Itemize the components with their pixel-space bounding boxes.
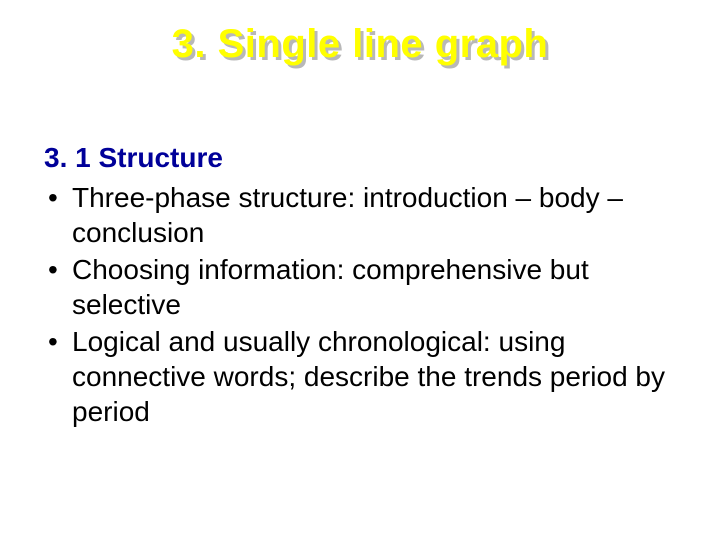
list-item: • Logical and usually chronological: usi…: [44, 324, 676, 429]
list-item: • Three-phase structure: introduction – …: [44, 180, 676, 250]
bullet-marker: •: [48, 252, 58, 287]
slide: 3. Single line graph 3. 1 Structure • Th…: [0, 0, 720, 540]
section-heading: 3. 1 Structure: [44, 142, 223, 174]
bullet-marker: •: [48, 180, 58, 215]
list-item: • Choosing information: comprehensive bu…: [44, 252, 676, 322]
slide-title: 3. Single line graph: [0, 22, 720, 67]
bullet-list: • Three-phase structure: introduction – …: [44, 180, 676, 431]
bullet-marker: •: [48, 324, 58, 359]
list-item-text: Three-phase structure: introduction – bo…: [72, 182, 623, 248]
list-item-text: Choosing information: comprehensive but …: [72, 254, 589, 320]
list-item-text: Logical and usually chronological: using…: [72, 326, 665, 427]
